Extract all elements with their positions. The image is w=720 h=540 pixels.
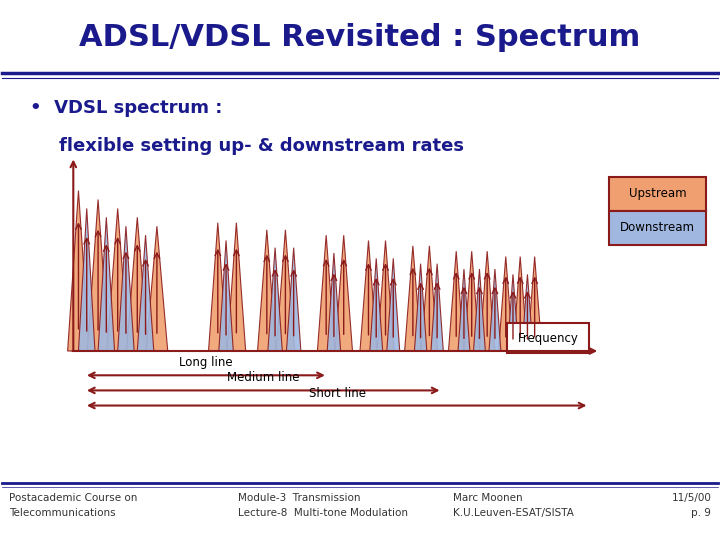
Polygon shape — [458, 269, 470, 351]
Polygon shape — [508, 274, 518, 351]
Polygon shape — [209, 222, 227, 351]
Polygon shape — [276, 230, 294, 351]
FancyBboxPatch shape — [609, 177, 706, 211]
Text: flexible setting up- & downstream rates: flexible setting up- & downstream rates — [59, 137, 464, 155]
Text: p. 9: p. 9 — [691, 508, 711, 518]
Text: ADSL/VDSL Revisited : Spectrum: ADSL/VDSL Revisited : Spectrum — [79, 23, 641, 52]
Polygon shape — [327, 253, 341, 351]
Text: Frequency: Frequency — [518, 332, 579, 345]
Polygon shape — [146, 226, 168, 351]
Polygon shape — [335, 235, 353, 351]
Text: Lecture-8  Multi-tone Modulation: Lecture-8 Multi-tone Modulation — [238, 508, 408, 518]
Polygon shape — [219, 240, 233, 351]
Text: Downstream: Downstream — [621, 221, 696, 234]
Polygon shape — [513, 256, 528, 351]
Polygon shape — [360, 240, 377, 351]
Polygon shape — [522, 274, 533, 351]
Polygon shape — [377, 240, 394, 351]
Polygon shape — [464, 251, 480, 351]
Text: Upstream: Upstream — [629, 187, 687, 200]
Polygon shape — [421, 246, 438, 351]
Polygon shape — [287, 248, 301, 351]
Text: Short line: Short line — [309, 387, 366, 400]
Text: Postacademic Course on: Postacademic Course on — [9, 493, 138, 503]
Polygon shape — [78, 208, 95, 351]
Text: Module-3  Transmission: Module-3 Transmission — [238, 493, 361, 503]
Polygon shape — [480, 251, 495, 351]
Polygon shape — [449, 251, 464, 351]
Polygon shape — [107, 208, 128, 351]
Polygon shape — [370, 258, 382, 351]
Text: Medium line: Medium line — [227, 372, 300, 384]
Polygon shape — [227, 222, 246, 351]
Polygon shape — [405, 246, 421, 351]
Polygon shape — [117, 226, 134, 351]
FancyBboxPatch shape — [507, 323, 590, 353]
Polygon shape — [87, 199, 109, 351]
Polygon shape — [498, 256, 513, 351]
Polygon shape — [528, 256, 542, 351]
Polygon shape — [318, 235, 335, 351]
Text: Long line: Long line — [179, 356, 233, 369]
Polygon shape — [387, 258, 400, 351]
Polygon shape — [98, 217, 114, 351]
Polygon shape — [258, 230, 276, 351]
Polygon shape — [127, 217, 148, 351]
Text: Marc Moonen: Marc Moonen — [453, 493, 523, 503]
Polygon shape — [268, 248, 282, 351]
FancyBboxPatch shape — [609, 211, 706, 245]
Polygon shape — [138, 235, 154, 351]
Polygon shape — [431, 264, 444, 351]
Text: K.U.Leuven-ESAT/SISTA: K.U.Leuven-ESAT/SISTA — [453, 508, 574, 518]
Polygon shape — [415, 264, 427, 351]
Polygon shape — [474, 269, 485, 351]
Text: •  VDSL spectrum :: • VDSL spectrum : — [30, 99, 222, 117]
Text: 11/5/00: 11/5/00 — [671, 493, 711, 503]
Polygon shape — [489, 269, 501, 351]
Polygon shape — [68, 191, 89, 351]
Text: Telecommunications: Telecommunications — [9, 508, 115, 518]
